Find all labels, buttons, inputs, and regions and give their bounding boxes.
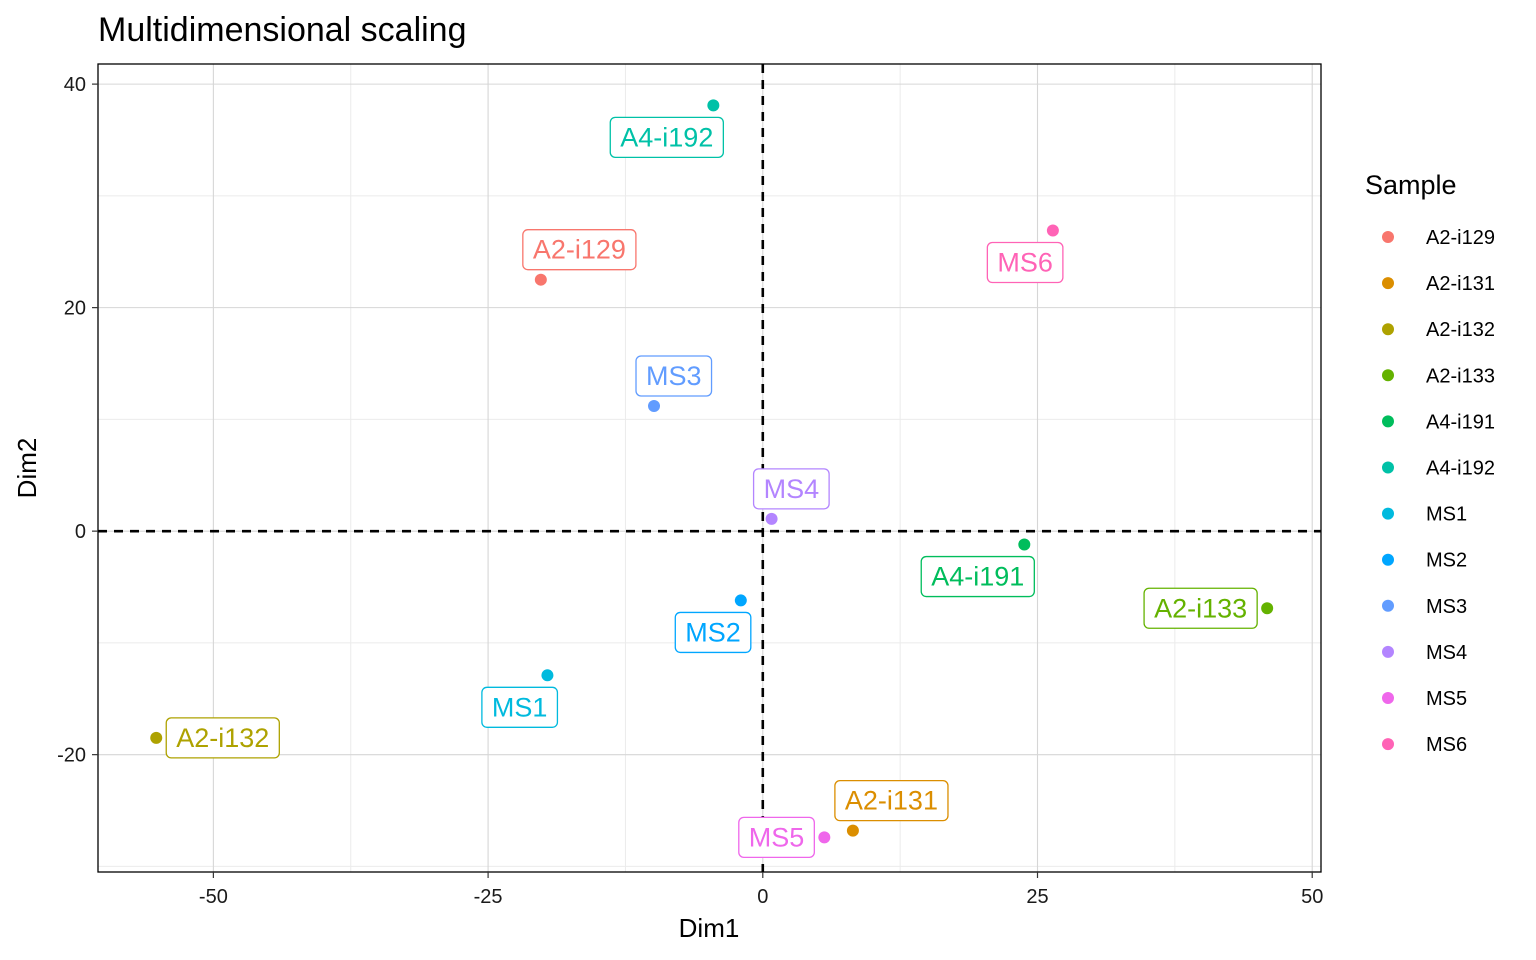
point-label-box-a2-i133 <box>1143 587 1258 629</box>
legend: Sample A2-i129 A2-i131 A2-i132 A2-i133 A4-i1… <box>1365 170 1495 756</box>
point-label-a2-i129: A2-i129 <box>522 229 637 271</box>
point-label-ms5: MS5 <box>738 816 815 859</box>
legend-key-a2-i132 <box>1382 323 1394 336</box>
point-a4-i191 <box>1018 538 1031 551</box>
point-ms5 <box>818 831 831 844</box>
grid-minor <box>98 64 1321 872</box>
legend-label-a2-i129: A2-i129 <box>1426 227 1495 249</box>
legend-label-a4-i192: A4-i192 <box>1426 458 1495 480</box>
point-label-text-a2-i131: A2-i131 <box>845 786 938 816</box>
legend-key-ms2 <box>1382 553 1394 566</box>
legend-key-a4-i192 <box>1382 461 1394 474</box>
x-tick-labels: -50 -25 0 25 50 <box>199 886 1323 908</box>
point-label-text-ms4: MS4 <box>764 474 820 504</box>
point-label-ms2: MS2 <box>674 611 752 654</box>
legend-label-a4-i191: A4-i191 <box>1426 411 1495 433</box>
point-label-box-ms1 <box>481 686 559 728</box>
point-label-a2-i132: A2-i132 <box>165 717 280 759</box>
point-label-box-a2-i132 <box>165 717 280 759</box>
legend-label-ms1: MS1 <box>1426 504 1467 526</box>
point-label-text-ms3: MS3 <box>646 361 702 391</box>
x-tick-label: -25 <box>474 886 503 908</box>
legend-label-ms4: MS4 <box>1426 642 1467 664</box>
point-label-ms4: MS4 <box>752 468 830 510</box>
axis-ticks <box>92 83 1313 878</box>
point-label-box-ms2 <box>674 611 752 654</box>
point-label-text-a2-i129: A2-i129 <box>533 235 626 265</box>
point-a2-i133 <box>1261 602 1274 615</box>
point-label-text-ms5: MS5 <box>749 822 805 852</box>
point-a2-i131 <box>846 824 859 837</box>
point-label-text-ms1: MS1 <box>492 692 548 722</box>
y-tick-label: 20 <box>64 298 86 320</box>
point-a2-i129 <box>534 273 547 286</box>
legend-label-ms2: MS2 <box>1426 550 1467 572</box>
point-labels: A2-i129 A2-i131 A2-i132 A2-i133 A4-i191 A4-i1… <box>165 116 1258 859</box>
x-axis-title: Dim1 <box>679 913 740 943</box>
legend-label-ms6: MS6 <box>1426 734 1467 756</box>
point-ms2 <box>734 594 747 607</box>
legend-key-ms4 <box>1382 645 1394 658</box>
legend-label-a2-i132: A2-i132 <box>1426 319 1495 341</box>
legend-title: Sample <box>1365 170 1457 200</box>
point-ms4 <box>765 512 778 525</box>
point-label-box-a4-i192 <box>609 116 724 158</box>
point-label-box-ms4 <box>752 468 830 510</box>
point-label-box-ms6 <box>986 241 1064 284</box>
y-axis-title: Dim2 <box>12 438 42 499</box>
legend-key-ms3 <box>1382 599 1394 612</box>
point-label-text-ms6: MS6 <box>997 248 1053 278</box>
legend-label-ms5: MS5 <box>1426 688 1467 710</box>
point-label-a4-i192: A4-i192 <box>609 116 724 158</box>
legend-key-ms6 <box>1382 738 1394 751</box>
y-tick-label: 40 <box>64 74 86 96</box>
legend-label-a2-i133: A2-i133 <box>1426 365 1495 387</box>
legend-label-a2-i131: A2-i131 <box>1426 273 1495 295</box>
point-label-text-ms2: MS2 <box>685 617 741 647</box>
point-label-text-a2-i133: A2-i133 <box>1154 593 1247 623</box>
legend-key-ms1 <box>1382 507 1394 520</box>
point-label-text-a4-i191: A4-i191 <box>931 562 1024 592</box>
point-label-a2-i131: A2-i131 <box>834 780 949 822</box>
y-tick-labels: -20 0 20 40 <box>57 74 86 767</box>
legend-label-ms3: MS3 <box>1426 596 1467 618</box>
point-label-box-a2-i129 <box>522 229 637 271</box>
legend-key-ms5 <box>1382 692 1394 704</box>
point-label-box-a4-i191 <box>920 555 1035 598</box>
point-label-ms6: MS6 <box>986 241 1064 284</box>
point-label-text-a4-i192: A4-i192 <box>620 122 713 152</box>
point-ms3 <box>648 399 661 412</box>
data-points <box>150 99 1274 844</box>
point-a2-i132 <box>150 731 163 744</box>
point-label-box-ms3 <box>635 355 713 397</box>
legend-key-a2-i133 <box>1382 369 1394 382</box>
y-tick-label: -20 <box>57 745 86 767</box>
legend-key-a4-i191 <box>1382 415 1394 428</box>
point-ms1 <box>541 669 554 682</box>
y-tick-label: 0 <box>75 521 86 543</box>
point-label-ms1: MS1 <box>481 686 559 728</box>
reference-lines <box>98 64 1321 872</box>
point-label-box-ms5 <box>738 816 815 859</box>
legend-key-a2-i129 <box>1382 231 1394 243</box>
point-a4-i192 <box>707 99 720 112</box>
x-tick-label: 50 <box>1301 886 1323 908</box>
chart-title: Multidimensional scaling <box>98 11 467 49</box>
point-label-text-a2-i132: A2-i132 <box>176 723 269 753</box>
point-label-a2-i133: A2-i133 <box>1143 587 1258 629</box>
x-tick-label: -50 <box>199 886 228 908</box>
point-label-a4-i191: A4-i191 <box>920 555 1035 598</box>
point-label-box-a2-i131 <box>834 780 949 822</box>
plot-panel-border <box>97 63 1322 873</box>
grid-major <box>98 64 1321 872</box>
legend-key-a2-i131 <box>1382 277 1394 290</box>
point-label-ms3: MS3 <box>635 355 713 397</box>
x-tick-label: 0 <box>757 886 768 908</box>
x-tick-label: 25 <box>1026 886 1048 908</box>
point-ms6 <box>1046 224 1059 237</box>
legend-items: A2-i129 A2-i131 A2-i132 A2-i133 A4-i191 A4-i1… <box>1382 227 1495 756</box>
